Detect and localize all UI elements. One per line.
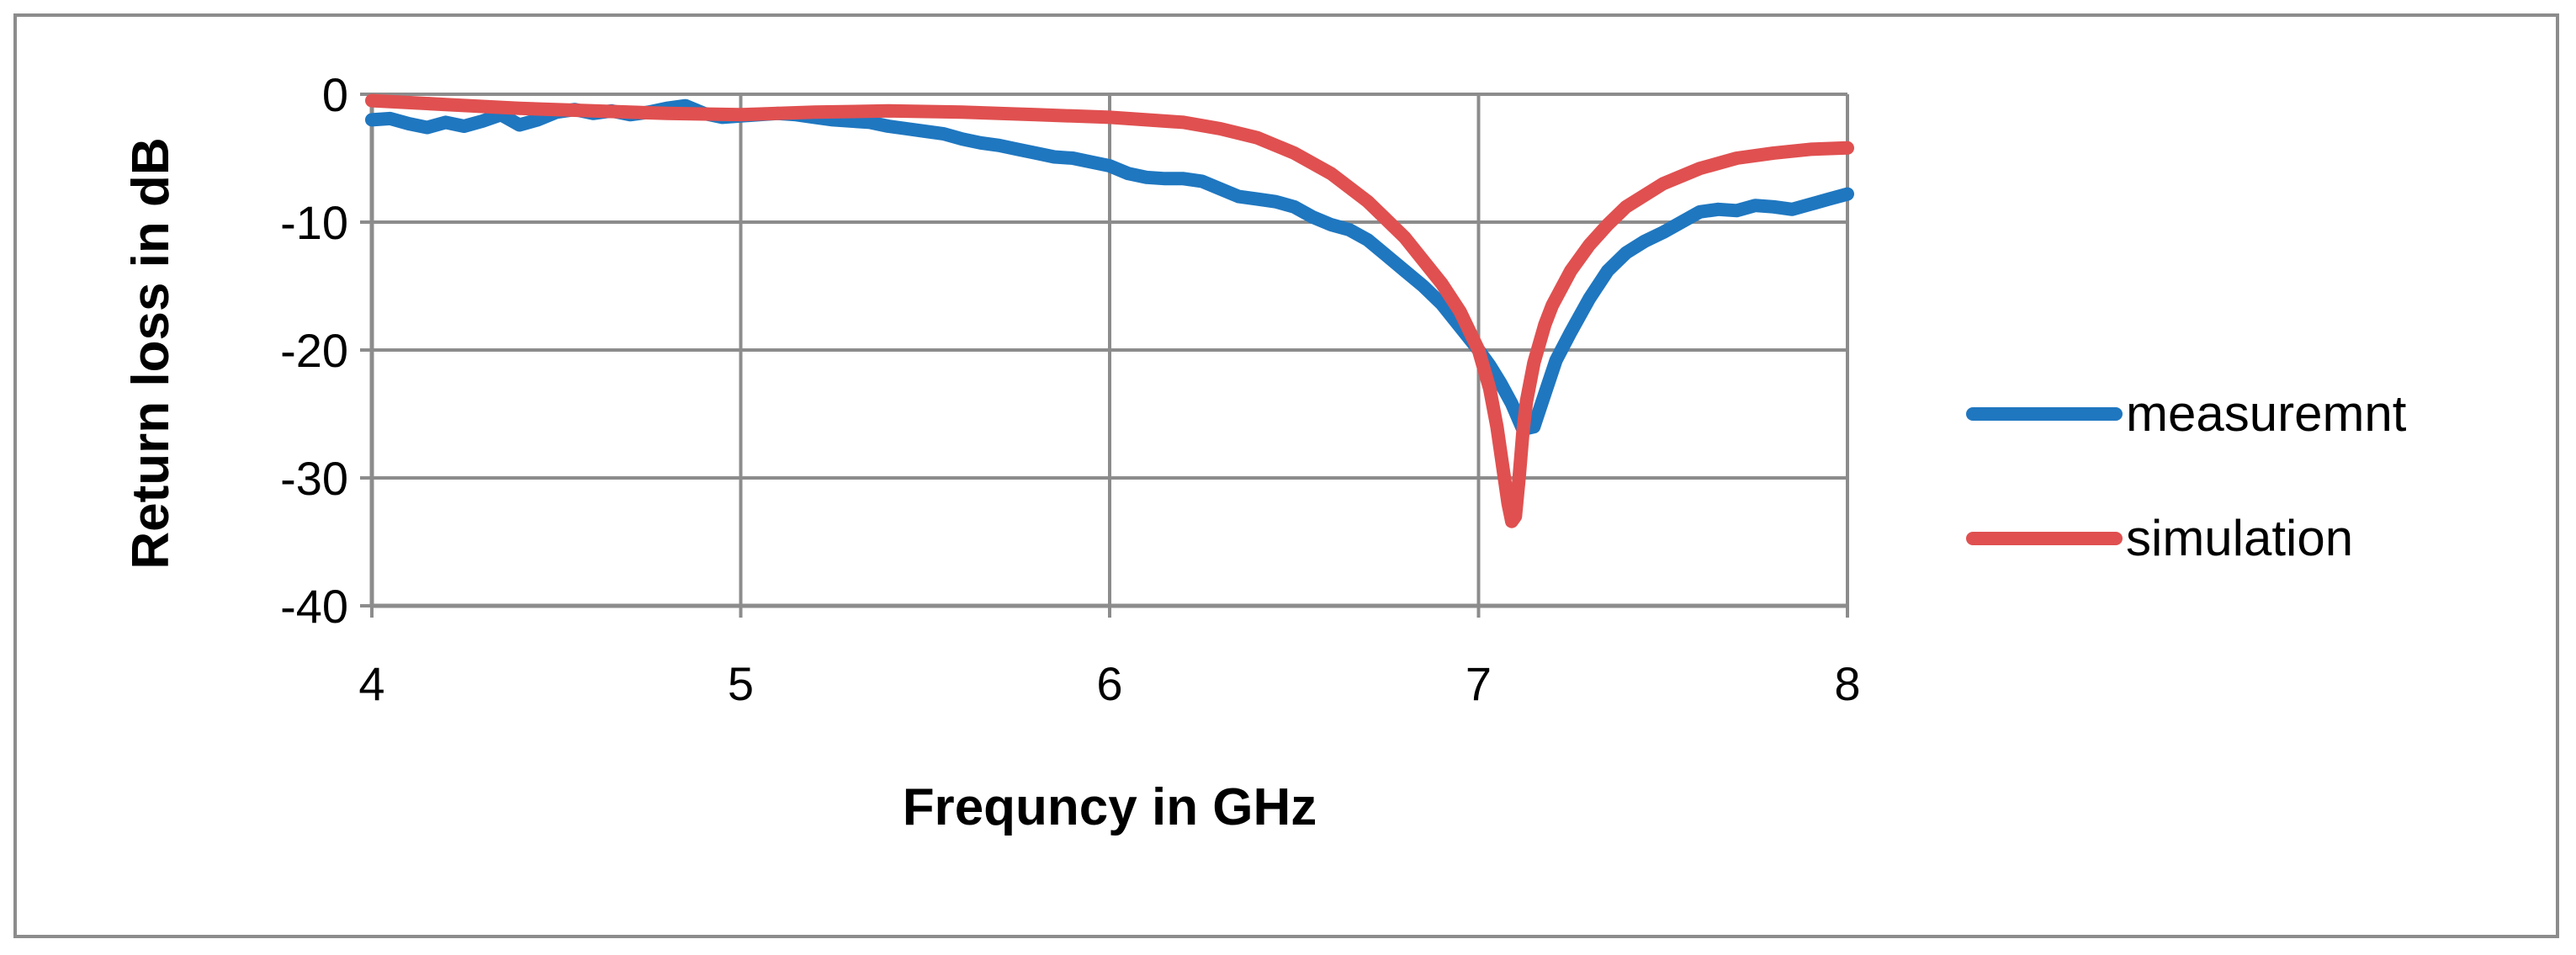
data-series (365, 93, 1854, 528)
x-tick-label: 6 (1096, 657, 1122, 710)
y-tick-label: -10 (280, 196, 348, 249)
x-tick-label: 7 (1466, 657, 1492, 710)
y-axis-title: Return loss in dB (122, 137, 180, 569)
legend-label-simulation: simulation (2126, 510, 2353, 566)
x-axis-title: Frequncy in GHz (903, 778, 1317, 836)
y-tick-label: -20 (280, 324, 348, 377)
tick-labels: 0 -10 -20 -30 -404 5 6 7 8 (280, 68, 1861, 710)
x-tick-label: 8 (1834, 657, 1860, 710)
legend-label-measuremnt: measuremnt (2126, 385, 2407, 442)
chart-frame (13, 13, 2559, 938)
legend: measuremnt simulation (1966, 385, 2407, 566)
x-tick-label: 4 (358, 657, 384, 710)
axes (360, 93, 1849, 618)
series-line-simulation (365, 93, 1854, 528)
y-tick-label: 0 (322, 68, 348, 121)
y-tick-label: -40 (280, 580, 348, 633)
y-tick-label: -30 (280, 452, 348, 505)
x-tick-label: 5 (728, 657, 754, 710)
